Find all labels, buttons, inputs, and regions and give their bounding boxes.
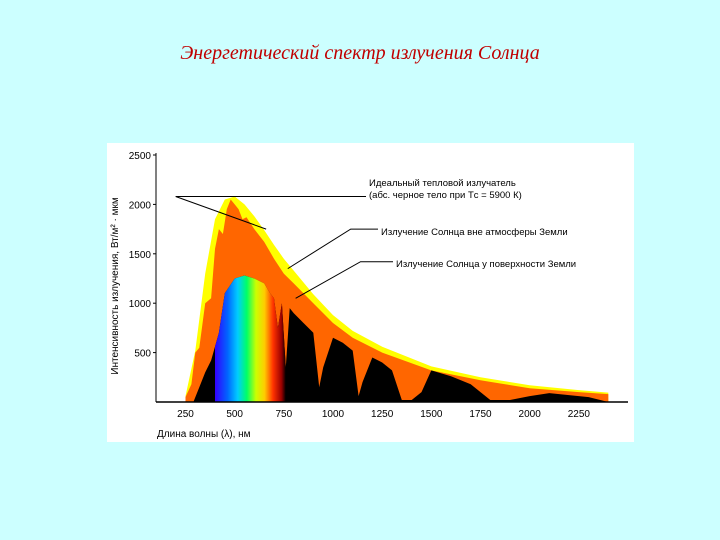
series-area-3	[193, 275, 609, 402]
y-tick-label: 1000	[129, 299, 152, 310]
x-tick-label: 1250	[371, 409, 394, 420]
y-tick-labels: 500 1000 1500 2000 2500	[129, 151, 156, 360]
x-tick-label: 2250	[568, 409, 591, 420]
x-tick-label: 2000	[519, 409, 542, 420]
x-tick-label: 500	[226, 409, 243, 420]
legend-callouts: Идеальный тепловой излучатель (абс. черно…	[175, 178, 576, 299]
x-tick-label: 750	[275, 409, 292, 420]
spectrum-chart: 500 1000 1500 2000 2500 250 500 750 1000 1250 150…	[110, 151, 628, 440]
x-tick-label: 1750	[469, 409, 492, 420]
legend-entry-2: Излучение Солнца вне атмосферы Земли	[381, 227, 568, 238]
x-tick-label: 1500	[420, 409, 443, 420]
series-areas	[185, 196, 609, 402]
callout-leader-line	[287, 228, 378, 270]
y-tick-label: 2000	[129, 200, 152, 211]
slide-title: Энергетический спектр излучения Солнца	[180, 42, 540, 64]
x-tick-label: 1000	[322, 409, 345, 420]
chart-axes	[155, 153, 628, 403]
y-tick-label: 2500	[129, 151, 152, 162]
x-tick-label: 250	[177, 409, 194, 420]
y-tick-label: 1500	[129, 250, 152, 261]
chart-panel: 500 1000 1500 2000 2500 250 500 750 1000 1250 150…	[107, 143, 634, 442]
legend-entry-1: Идеальный тепловой излучатель (абс. черно…	[369, 178, 522, 201]
callout-leader-line	[175, 195, 366, 230]
y-axis-label: Интенсивность излучения, Вт/м² · мкм	[110, 197, 121, 375]
y-tick-label: 500	[134, 349, 151, 360]
x-axis-label: Длина волны (λ), нм	[157, 429, 251, 440]
x-tick-labels: 250 500 750 1000 1250 1500 1750 2000 2250	[177, 409, 590, 420]
legend-entry-3: Излучение Солнца у поверхности Земли	[396, 259, 576, 270]
callout-leader-line	[295, 261, 393, 299]
